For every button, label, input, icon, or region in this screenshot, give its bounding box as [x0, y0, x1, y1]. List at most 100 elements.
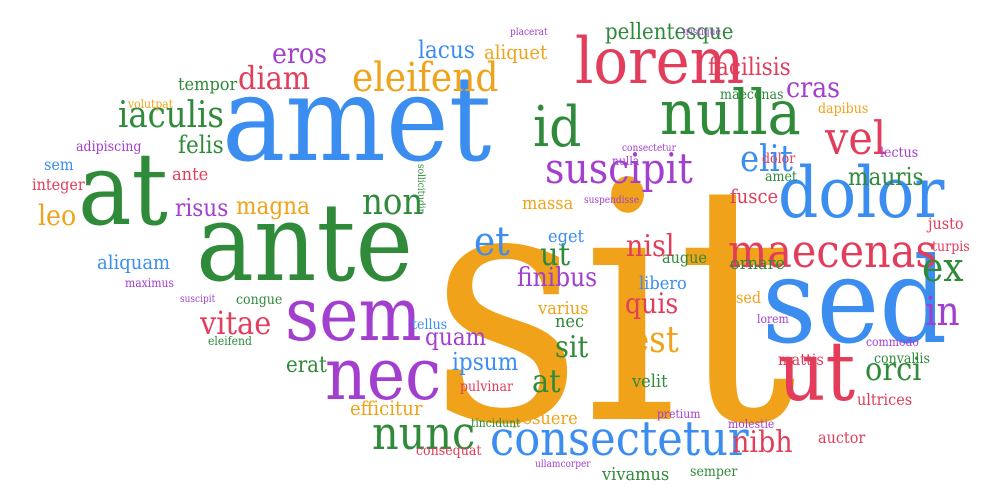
cloud-word: maximus	[125, 276, 174, 290]
cloud-word: mauris	[848, 163, 924, 191]
cloud-word: sed	[736, 288, 762, 307]
cloud-word: efficitur	[350, 396, 423, 420]
cloud-word: integer	[32, 175, 85, 194]
cloud-word: pellentesque	[605, 20, 734, 45]
cloud-word: felis	[178, 131, 224, 159]
cloud-word: volutpat	[128, 97, 174, 111]
cloud-word: ut	[778, 325, 856, 420]
cloud-word: elit	[740, 139, 793, 180]
cloud-word: ipsum	[452, 348, 519, 376]
cloud-word: quam	[425, 323, 487, 351]
cloud-word: risus	[175, 194, 229, 222]
cloud-word: nunc	[372, 406, 476, 460]
cloud-word: adipiscing	[76, 139, 142, 155]
cloud-word: eros	[272, 37, 328, 70]
cloud-word: velit	[632, 371, 668, 392]
cloud-word: sit	[555, 330, 589, 365]
cloud-word: suspendisse	[584, 195, 640, 206]
cloud-word: erat	[286, 353, 327, 378]
cloud-word: dapibus	[818, 101, 869, 117]
cloud-word: est	[630, 320, 679, 361]
cloud-word: sem	[44, 155, 74, 174]
cloud-word: massa	[522, 193, 574, 214]
cloud-word: consectetur	[490, 411, 749, 467]
cloud-word: dolor	[762, 151, 796, 167]
cloud-word: aliquet	[484, 40, 548, 64]
cloud-word: lorem	[575, 25, 745, 99]
cloud-word: maecenas	[720, 87, 784, 103]
cloud-word: lectus	[880, 145, 919, 161]
cloud-word: orci	[865, 350, 922, 388]
cloud-word: suscipit	[180, 294, 216, 305]
cloud-word: quis	[625, 287, 679, 320]
cloud-word: convallis	[874, 351, 930, 367]
cloud-word: ultrices	[857, 390, 913, 409]
cloud-word: ex	[922, 245, 964, 291]
cloud-word: molestie	[728, 417, 775, 431]
cloud-word: at	[78, 131, 168, 248]
cloud-word: finibus	[517, 263, 598, 293]
cloud-word: dolor	[778, 152, 945, 234]
cloud-word: nec	[555, 311, 585, 332]
cloud-word: aliquam	[97, 250, 171, 274]
cloud-word: congue	[236, 292, 283, 308]
cloud-word: tincidunt	[471, 416, 521, 430]
cloud-word: ante	[196, 181, 414, 306]
cloud-word: auctor	[818, 428, 866, 447]
cloud-word: commodo	[866, 335, 919, 349]
cloud-word: tempor	[178, 74, 238, 95]
cloud-word: justo	[928, 214, 964, 233]
cloud-word: augue	[662, 248, 707, 267]
cloud-word: libero	[639, 273, 687, 294]
cloud-word: nisl	[626, 229, 675, 264]
cloud-word: pretium	[657, 407, 701, 421]
cloud-word: at	[532, 362, 561, 400]
cloud-word: ullamcorper	[535, 459, 591, 470]
cloud-word: consectetur	[622, 143, 676, 154]
cloud-word: nulla	[612, 154, 640, 168]
cloud-word: sem	[285, 272, 422, 358]
cloud-word: diam	[238, 59, 311, 97]
cloud-word: tellus	[412, 317, 448, 333]
cloud-word: nibh	[732, 425, 793, 460]
cloud-word: ut	[540, 235, 571, 273]
cloud-word: turpis	[932, 239, 970, 255]
cloud-word: placerat	[510, 27, 548, 38]
cloud-word: vel	[825, 111, 887, 165]
cloud-word: posuere	[512, 408, 578, 429]
cloud-word: sed	[762, 232, 948, 370]
cloud-word: vivamus	[602, 464, 670, 485]
cloud-word: suscipit	[545, 144, 693, 193]
cloud-word: ornare	[730, 253, 785, 274]
cloud-word: nulla	[660, 76, 801, 149]
cloud-word: mattis	[778, 350, 824, 369]
cloud-word: nec	[325, 332, 442, 416]
cloud-word: iaculis	[118, 95, 224, 136]
cloud-word: id	[533, 95, 582, 160]
cloud-word: semper	[690, 464, 738, 480]
cloud-word: maecenas	[728, 224, 937, 278]
cloud-word: amet	[222, 50, 492, 188]
cloud-word: cras	[786, 71, 841, 104]
cloud-word: fusce	[730, 184, 779, 208]
cloud-word: magna	[236, 192, 310, 220]
cloud-word: sit	[430, 113, 797, 497]
cloud-word: leo	[38, 199, 77, 232]
cloud-word: tristique	[682, 27, 721, 38]
cloud-word: lacus	[418, 36, 475, 64]
cloud-word: amet	[765, 169, 797, 185]
cloud-word: varius	[538, 298, 589, 319]
cloud-word: ante	[172, 164, 209, 185]
cloud-word: in	[925, 289, 960, 335]
cloud-word: eleifend	[208, 334, 252, 348]
cloud-word: lorem	[757, 312, 789, 326]
cloud-word: pulvinar	[460, 379, 513, 395]
cloud-word: non	[362, 182, 424, 223]
cloud-word: sollicitudin	[415, 164, 426, 215]
cloud-word: facilisis	[708, 53, 791, 81]
cloud-word: eget	[548, 226, 585, 247]
cloud-word: vitae	[200, 304, 272, 342]
cloud-word: eleifend	[352, 55, 499, 101]
cloud-word: et	[474, 219, 510, 265]
